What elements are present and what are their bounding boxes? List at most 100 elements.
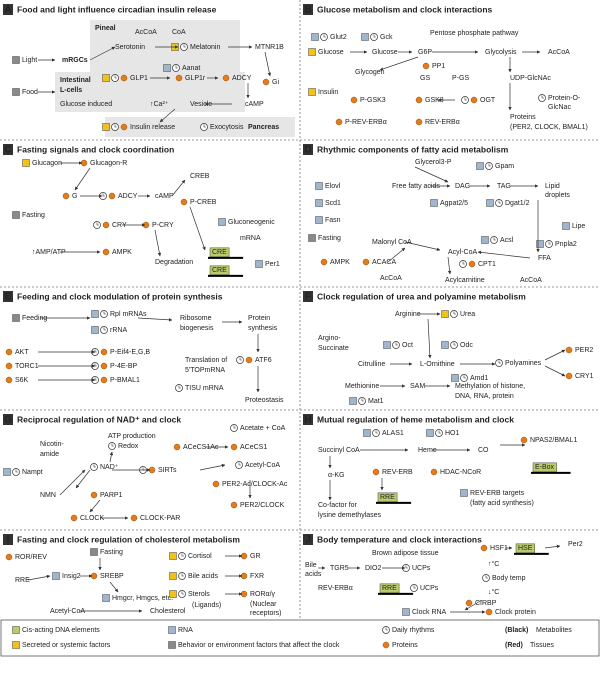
node-label: Feeding xyxy=(22,315,47,322)
rna-square xyxy=(441,341,449,349)
node-label: synthesis xyxy=(248,325,278,332)
node-label: AcCoA xyxy=(548,49,570,56)
node-label: Gluconeogenic xyxy=(228,219,275,226)
node-label: HSE xyxy=(518,545,533,552)
arrow xyxy=(387,247,406,263)
node-label: Fasn xyxy=(325,217,341,224)
node-label: L-cells xyxy=(60,87,82,94)
node-label: NAD⁺ xyxy=(100,464,119,471)
node-label: ACeCS1 xyxy=(240,444,267,451)
node-label: Cortisol xyxy=(188,553,212,560)
node-label: Proteins xyxy=(392,642,418,649)
node-label: Translation of xyxy=(185,357,227,364)
protein-dot xyxy=(90,491,98,499)
arrow xyxy=(464,599,483,611)
node-label: Brown adipose tissue xyxy=(372,550,439,557)
panel-letter: E xyxy=(5,292,12,303)
node-label: REV-ERB targets xyxy=(470,490,525,497)
arrow xyxy=(159,108,176,123)
node-label: AcCoA xyxy=(380,275,402,282)
protein-dot xyxy=(5,553,13,561)
panel-letter: B xyxy=(304,5,311,16)
node-label: P-GSK3 xyxy=(360,97,386,104)
rna-square xyxy=(536,240,544,248)
protein-dot xyxy=(430,468,438,476)
node-label: Clock protein xyxy=(495,609,536,616)
clock-hands xyxy=(375,430,378,434)
node-label: CIRBP xyxy=(475,600,497,607)
protein-dot xyxy=(372,468,380,476)
node-label: GSK3 xyxy=(425,97,444,104)
protein-dot xyxy=(468,260,476,268)
node-label: Rpl mRNAs xyxy=(110,311,147,318)
rna-square xyxy=(349,397,357,405)
panel-letter-box xyxy=(303,291,313,302)
node-label: RRE xyxy=(380,494,395,501)
protein-dot xyxy=(335,118,343,126)
node-label: PER2 xyxy=(575,347,593,354)
node-label: Glucose induced xyxy=(60,101,112,108)
protein-dot xyxy=(480,544,488,552)
rna-square xyxy=(218,218,226,226)
panel-title: Fasting signals and clock coordination xyxy=(17,144,174,154)
node-label: cAMP xyxy=(155,193,174,200)
protein-dot xyxy=(382,641,390,649)
rna-square xyxy=(562,222,570,230)
protein-dot xyxy=(415,118,423,126)
node-label: Secreted or systemic factors xyxy=(22,642,111,649)
protein-dot xyxy=(5,376,13,384)
node-label: Light xyxy=(22,57,37,64)
clock-hands xyxy=(178,385,181,389)
rna-square xyxy=(163,64,171,72)
node-label: Insulin xyxy=(318,89,338,96)
node-label: Fasting xyxy=(100,549,123,556)
node-label: Acetate + CoA xyxy=(240,425,286,432)
node-label: Glycolysis xyxy=(485,49,517,56)
arrow xyxy=(404,241,441,252)
node-label: ATP production xyxy=(108,433,156,440)
node-label: NMN xyxy=(40,492,56,499)
node-label: Acetyl-CoA xyxy=(245,462,280,469)
panel-letter-box xyxy=(3,534,13,545)
clock-hands xyxy=(114,75,117,79)
rna-square xyxy=(315,182,323,190)
node-label: (fatty acid synthesis) xyxy=(470,500,534,507)
arrow xyxy=(264,51,272,77)
protein-dot xyxy=(465,599,473,607)
protein-dot xyxy=(102,248,110,256)
systemic-square xyxy=(441,310,449,318)
node-label: Gpam xyxy=(495,163,514,170)
node-label: Glut2 xyxy=(330,34,347,41)
arrow xyxy=(75,469,91,489)
node-label: P-Eif4-E,G,B xyxy=(110,349,150,356)
protein-dot xyxy=(100,362,108,370)
clock-hands xyxy=(485,575,488,579)
node-label: Arginine xyxy=(395,311,421,318)
node-label: Mat1 xyxy=(368,398,384,405)
intestine-region xyxy=(55,72,245,112)
node-label: S6K xyxy=(15,377,29,384)
node-label: (Red) xyxy=(505,642,523,649)
protein-dot xyxy=(5,348,13,356)
arrow xyxy=(199,463,226,471)
node-label: biogenesis xyxy=(180,325,214,332)
protein-dot xyxy=(470,96,478,104)
node-label: Citrulline xyxy=(358,361,385,368)
node-label: AMPK xyxy=(112,249,132,256)
clock-hands xyxy=(102,193,105,197)
clock-hands xyxy=(181,573,184,577)
protein-dot xyxy=(102,221,110,229)
node-label: Pineal xyxy=(95,25,116,32)
node-label: ROR/REV xyxy=(15,554,47,561)
panel-letter: I xyxy=(7,535,10,546)
node-label: (Black) xyxy=(505,627,528,634)
clock-hands xyxy=(181,591,184,595)
node-label: Tissues xyxy=(530,642,554,649)
clock-hands xyxy=(488,163,491,167)
clock-hands xyxy=(181,553,184,557)
node-label: Nampt xyxy=(22,469,43,476)
arrow xyxy=(27,574,51,581)
clock-hands xyxy=(96,222,99,226)
node-label: Body temp xyxy=(492,575,526,582)
panel-letter-box xyxy=(303,4,313,15)
